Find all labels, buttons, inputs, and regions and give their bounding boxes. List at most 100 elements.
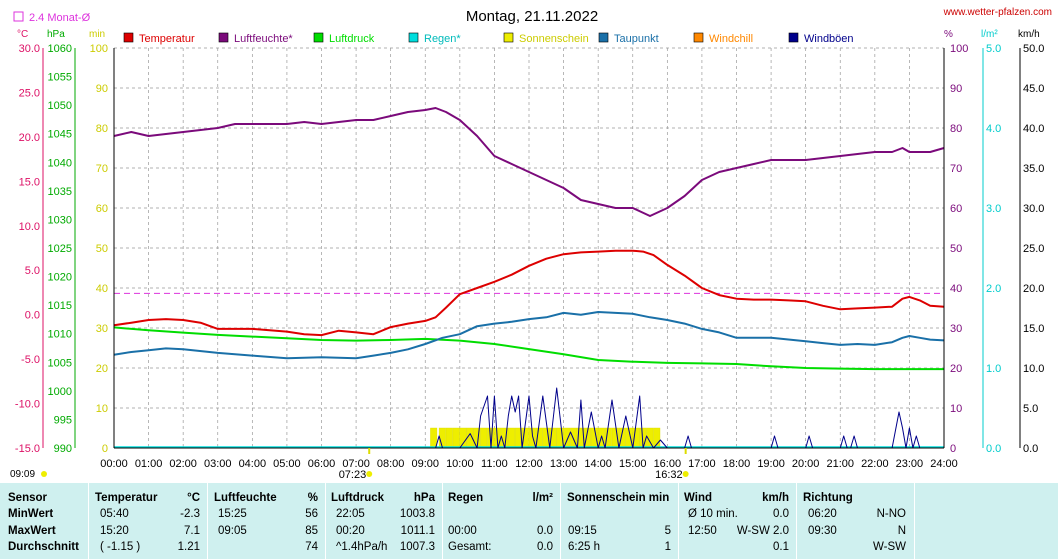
x-axis-tick: 05:00 [273,458,301,470]
pressure-unit: hPa [47,29,65,40]
legend-label: Taupunkt [614,33,659,45]
pressure-axis-tick: 1010 [48,329,72,341]
temp-axis-tick: -10.0 [15,399,40,411]
legend-swatch [788,32,799,43]
sunshine-bar [653,427,661,449]
corner-time: 09:09 [10,469,35,480]
legend-label: Sonnenschein [519,33,589,45]
temp-axis-tick: 15.0 [19,176,40,188]
x-axis-tick: 19:00 [757,458,785,470]
avg-legend-label: 2.4 Monat-Ø [29,12,91,24]
x-axis-tick: 20:00 [792,458,820,470]
rain-axis-tick: 1.0 [986,363,1001,375]
pres-time: 22:05 [336,508,365,520]
x-axis-tick: 21:00 [826,458,854,470]
temp-value: -2.3 [180,508,200,520]
humidity-axis-tick: 100 [950,43,968,55]
pressure-axis-tick: 1000 [48,386,72,398]
humidity-axis-tick: 10 [950,403,962,415]
source-link[interactable]: www.wetter-pfalzen.com [943,7,1052,18]
wind-axis-tick: 15.0 [1023,323,1044,335]
wind-value: 0.0 [773,508,789,520]
wind-axis-tick: 10.0 [1023,363,1044,375]
temp-time: 05:40 [100,508,129,520]
sun-axis-tick: 100 [90,43,108,55]
sun-axis-tick: 50 [96,243,108,255]
sun-axis-tick: 0 [102,443,108,455]
plot-lines [113,107,945,449]
sun-axis-tick: 70 [96,163,108,175]
sun-axis-tick: 10 [96,403,108,415]
pressure-axis-tick: 1025 [48,243,72,255]
temp-axis-tick: 0.0 [25,310,40,322]
rain-axis-tick: 2.0 [986,283,1001,295]
legend-swatch [218,32,229,43]
x-axis-tick: 18:00 [723,458,751,470]
pressure-axis-tick: 1055 [48,72,72,84]
rain-value: 0.0 [537,541,553,553]
temp-time: ( -1.15 ) [100,541,141,553]
x-axis-tick: 17:00 [688,458,716,470]
avg-legend-box [13,11,24,22]
x-axis-tick: 16:00 [654,458,682,470]
sun-axis-tick: 30 [96,323,108,335]
dir-time: 06:20 [808,508,837,520]
stats-table: Sensor Temperatur °C Luftfeuchte% Luftdruck h… [0,483,1058,559]
row-label: MinWert [8,508,54,520]
x-axis-tick: 22:00 [861,458,889,470]
wind-unit: km/h [1018,29,1040,40]
x-axis-tick: 11:00 [481,458,508,470]
rain-axis-tick: 5.0 [986,43,1001,55]
x-axis-tick: 23:00 [896,458,924,470]
table-divider [207,483,208,559]
temp-axis-tick: 20.0 [19,132,40,144]
temp-time: 15:20 [100,524,129,537]
header-hum-unit: % [307,492,318,504]
series-luftfeuchte [113,107,945,217]
pressure-axis-tick: 1015 [48,300,72,312]
sun-time: 6:25 h [568,541,600,553]
pressure-axis-tick: 1040 [48,157,72,169]
humidity-axis-tick: 80 [950,123,962,135]
x-axis-tick: 10:00 [446,458,474,470]
hum-time: 15:25 [218,508,247,520]
pres-time: 00:20 [336,524,365,537]
hum-value: 85 [305,524,318,537]
chart-title: Montag, 21.11.2022 [466,8,598,25]
legend-swatch [598,32,609,43]
header-wind-unit: km/h [762,492,789,504]
sunshine-bars [430,427,661,449]
sun-axis-tick: 20 [96,363,108,375]
x-axis-tick: 06:00 [308,458,336,470]
header-pres: Luftdruck [331,492,385,504]
header-rain-unit: l/m² [532,492,553,504]
humidity-axis-tick: 0 [950,443,956,455]
x-axis-tick: 13:00 [550,458,578,470]
rain-axis-tick: 4.0 [986,123,1001,135]
sun-value: 1 [664,541,671,553]
sunshine-bar [508,427,515,449]
sun-axis-tick: 40 [96,283,108,295]
table-divider [442,483,443,559]
dir-value: N [897,524,906,537]
legend-swatch [503,32,514,43]
temp-unit: °C [17,29,28,40]
humidity-axis-tick: 50 [950,243,962,255]
wind-time: 12:50 [688,524,717,537]
temp-axis-tick: -5.0 [21,354,40,366]
hum-time: 09:05 [218,524,247,537]
pressure-axis-tick: 1060 [48,43,72,55]
dir-value: W-SW [872,541,906,553]
header-dir: Richtung [803,492,853,504]
sun-unit: min [89,29,105,40]
legend-label: Luftdruck [329,33,375,45]
wind-value: 0.1 [773,541,789,553]
wind-axis-tick: 35.0 [1023,163,1044,175]
legend-swatch [693,32,704,43]
table-divider [914,483,915,559]
legend-label: Temperatur [139,33,195,45]
pressure-axis-tick: 1030 [48,214,72,226]
row-label: Durchschnitt [8,541,79,553]
pressure-axis-tick: 1045 [48,129,72,141]
humidity-axis-tick: 40 [950,283,962,295]
